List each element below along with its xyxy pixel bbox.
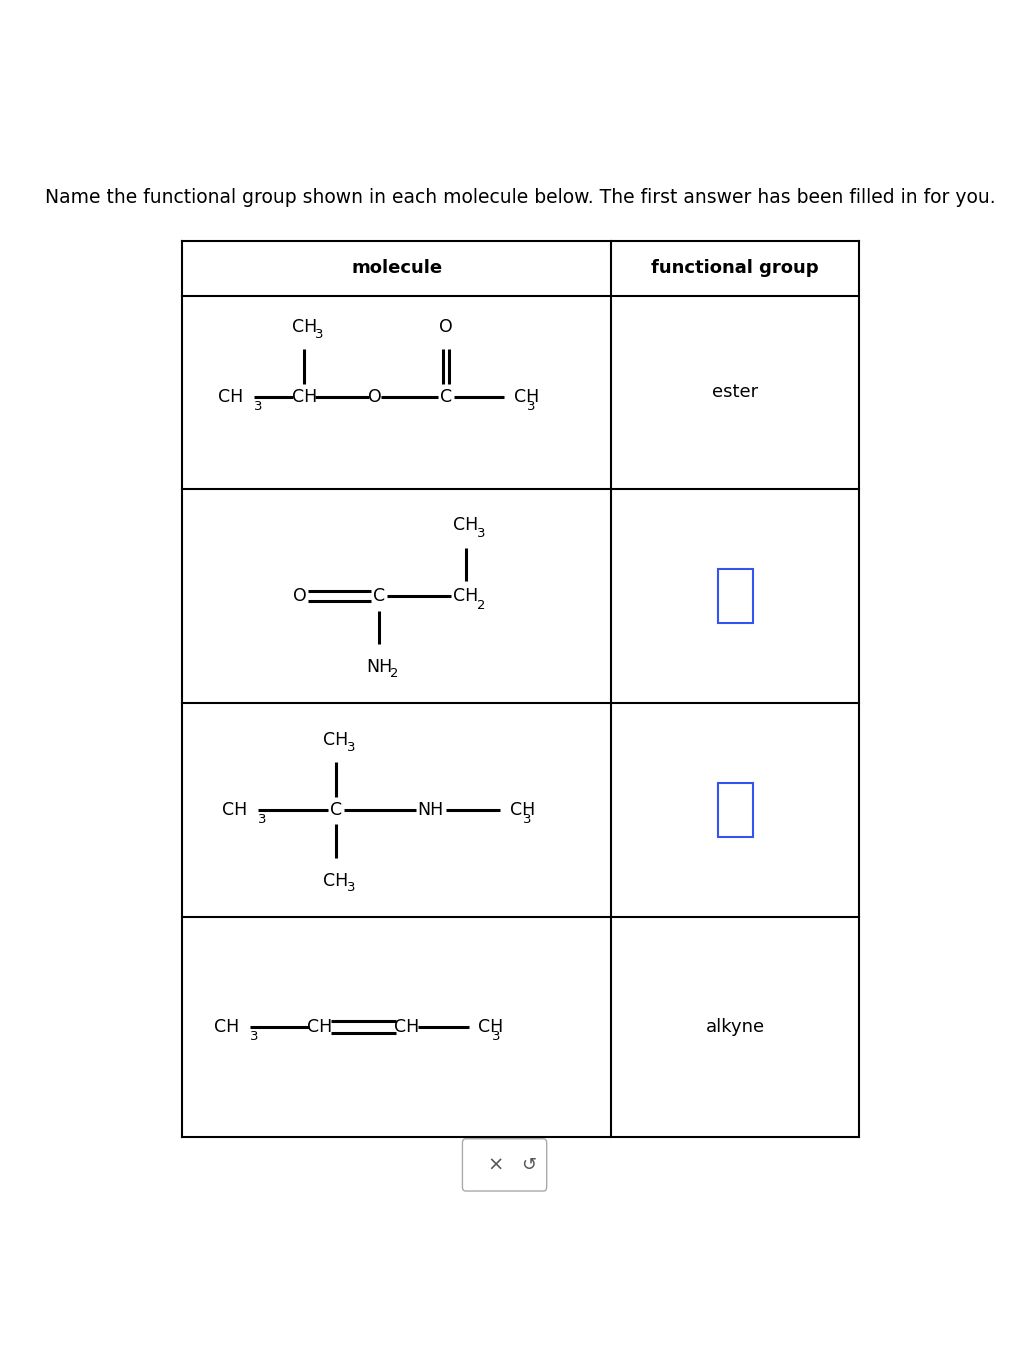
Text: NH: NH bbox=[366, 658, 392, 676]
Text: CH: CH bbox=[514, 388, 538, 406]
Text: ester: ester bbox=[712, 383, 758, 402]
Text: CH: CH bbox=[510, 801, 535, 820]
Text: molecule: molecule bbox=[352, 259, 442, 277]
Text: 3: 3 bbox=[527, 400, 535, 414]
Text: CH: CH bbox=[479, 1018, 504, 1035]
Text: C: C bbox=[440, 388, 452, 406]
Text: CH: CH bbox=[218, 388, 244, 406]
Text: ×: × bbox=[488, 1155, 504, 1174]
Text: 3: 3 bbox=[346, 741, 356, 753]
Text: CH: CH bbox=[323, 871, 348, 890]
Text: 2: 2 bbox=[390, 668, 398, 680]
Text: 3: 3 bbox=[523, 813, 531, 826]
Text: functional group: functional group bbox=[651, 259, 819, 277]
Text: 3: 3 bbox=[492, 1030, 500, 1044]
Text: 3: 3 bbox=[346, 881, 356, 894]
Text: CH: CH bbox=[453, 588, 479, 605]
Text: CH: CH bbox=[214, 1018, 240, 1035]
Text: CH: CH bbox=[292, 388, 317, 406]
Text: C: C bbox=[373, 588, 385, 605]
Text: 3: 3 bbox=[250, 1030, 258, 1044]
Text: CH: CH bbox=[453, 516, 479, 535]
Text: 3: 3 bbox=[315, 328, 324, 341]
Text: CH: CH bbox=[223, 801, 248, 820]
Text: ↺: ↺ bbox=[521, 1156, 536, 1174]
Text: O: O bbox=[368, 388, 382, 406]
Text: O: O bbox=[439, 318, 453, 335]
Text: CH: CH bbox=[307, 1018, 332, 1035]
FancyBboxPatch shape bbox=[462, 1139, 547, 1191]
Text: C: C bbox=[329, 801, 341, 820]
Text: CH: CH bbox=[323, 730, 348, 749]
Text: NH: NH bbox=[417, 801, 443, 820]
Text: 3: 3 bbox=[254, 400, 262, 414]
Text: 3: 3 bbox=[477, 527, 485, 540]
Text: CH: CH bbox=[292, 318, 317, 335]
Text: 3: 3 bbox=[258, 813, 266, 826]
Text: alkyne: alkyne bbox=[706, 1018, 765, 1035]
Text: 2: 2 bbox=[477, 598, 485, 612]
Text: Name the functional group shown in each molecule below. The first answer has bee: Name the functional group shown in each … bbox=[46, 187, 996, 206]
Text: CH: CH bbox=[394, 1018, 420, 1035]
Text: O: O bbox=[294, 588, 307, 605]
